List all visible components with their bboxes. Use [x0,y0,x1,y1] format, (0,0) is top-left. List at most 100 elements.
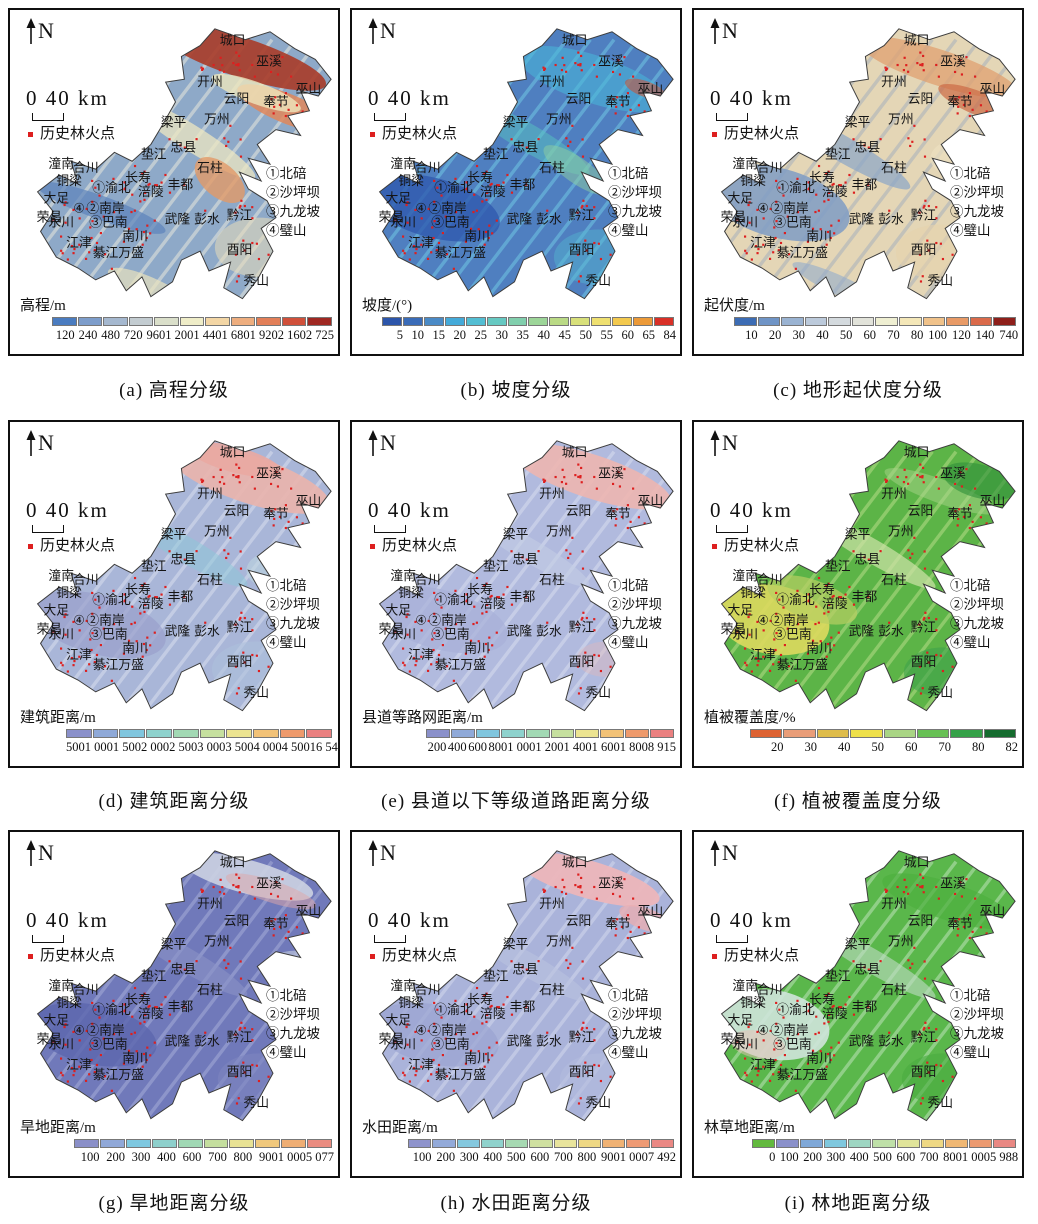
district-label: ③巴南 [773,626,812,641]
fire-point [722,650,725,653]
fire-point [567,144,570,148]
fire-point [444,1037,447,1040]
district-label: 梁平 [503,528,529,542]
fire-point [786,215,789,218]
district-label: 梁平 [161,116,187,130]
fire-point [571,946,574,949]
district-label: 云阳 [908,914,934,928]
colorbar-segment [650,729,675,738]
city-legend-item: ③九龙坡 [266,1026,320,1041]
north-arrow-icon [26,430,36,456]
fire-point [922,69,925,72]
fire-point [139,200,142,203]
fire-point [64,201,67,204]
fire-point [95,1063,99,1067]
scale-bar [374,525,406,533]
fire-point [72,208,75,211]
fire-point [593,206,596,209]
fire-point [585,1026,588,1030]
fire-point [794,1089,797,1092]
colorbar-segment [252,729,279,738]
fire-point [941,257,945,261]
fire-point [430,1073,433,1076]
fire-point [637,926,641,929]
district-label: 涪陵 [822,1007,848,1021]
fire-point [585,661,588,664]
fire-point [743,647,747,650]
fire-point [445,665,449,668]
colorbar-title: 坡度/(°) [362,298,413,314]
fire-point [273,517,276,520]
fire-point [179,707,183,710]
colorbar-ticks: 0 100 200 300 400 500 600 700 800 1 000 5 988 [752,1150,1018,1165]
city-number-legend: ①北碚 ②沙坪坝 ③九龙坡 ④璧山 [950,576,1004,652]
fire-point [743,1057,747,1060]
colorbar-tick: 1 000 [962,1150,990,1165]
fire-point [195,550,198,553]
fire-point [847,1113,851,1117]
fire-point [401,647,405,650]
fire-point [616,96,619,99]
district-label: ④ [415,614,426,628]
city-legend-item: ①北碚 [266,578,307,593]
fire-point [828,603,831,606]
fire-point [238,69,241,72]
fire-point [757,659,760,663]
colorbar-tick-label: 900 [259,1150,278,1164]
fire-point [762,629,765,632]
fire-point [579,63,582,66]
colorbar-segment [103,317,128,326]
district-label: 石柱 [881,161,907,175]
fire-point [251,1063,254,1067]
colorbar-tick: 200 [432,1150,455,1165]
colorbar-segment [969,317,993,326]
fire-point [580,876,583,880]
fire-point [49,263,52,266]
fire-point [848,585,851,589]
fire-point [139,1107,142,1111]
north-arrow-icon [368,18,378,44]
fire-point [968,914,971,917]
colorbar-segment [382,317,402,326]
fire-point-dot-icon [712,954,717,960]
district-label: 彭水 [878,212,904,226]
fire-point [971,930,974,933]
fire-point [554,475,557,479]
city-number-legend: ①北碚 ②沙坪坝 ③九龙坡 ④璧山 [266,576,320,652]
fire-point [874,289,877,292]
fire-point [204,621,207,624]
fire-point [454,623,458,626]
fire-point [951,665,954,668]
fire-point [574,884,577,887]
colorbar-segment [920,1139,944,1148]
district-label: 巫山 [980,904,1006,918]
colorbar-tick-label: 500 [506,1150,526,1164]
fire-point [794,267,797,270]
city-number-legend: ①北碚 ②沙坪坝 ③九龙坡 ④璧山 [608,164,662,240]
fire-point [593,63,596,67]
colorbar-tick-label: 65 [642,328,656,342]
colorbar-tick: 1 920 [250,328,278,343]
fire-point [580,891,583,894]
district-label: 城口 [562,34,588,48]
fire-point [968,92,971,95]
fire-point [103,665,107,668]
fire-point [823,612,826,615]
fire-point [830,1046,833,1049]
fire-point [472,622,475,626]
district-label: 垫江 [141,558,167,573]
colorbar-segment [804,317,828,326]
colorbar-tick: 900 [252,1150,278,1165]
fire-point [133,986,137,990]
fire-point [465,593,468,596]
city-legend-item: ③九龙坡 [950,616,1004,631]
district-label: 巫溪 [598,876,624,890]
colorbar-tick: 300 [125,1150,151,1165]
colorbar-tick: 45 [550,328,572,343]
fire-point [84,669,88,672]
fire-point [921,64,924,67]
fire-point [796,589,799,592]
fire-point [576,665,580,668]
fire-point [832,1004,835,1008]
